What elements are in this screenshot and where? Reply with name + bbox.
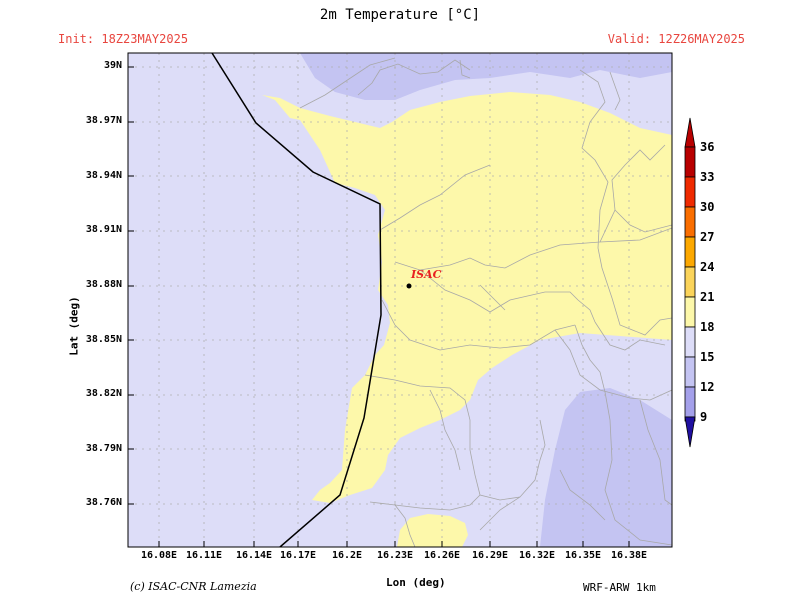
colorbar-cell xyxy=(684,296,696,328)
colorbar-cell xyxy=(684,146,696,178)
road-line xyxy=(574,324,606,393)
lon-tick-label: 16.32E xyxy=(518,550,556,561)
lat-tick-label: 38.85N xyxy=(85,334,122,345)
road-line xyxy=(419,269,596,323)
map-title: 2m Temperature [°C] xyxy=(319,7,481,23)
colorbar-label: 36 xyxy=(700,140,715,154)
lon-tick-label: 16.17E xyxy=(279,550,317,561)
colorbar-cell xyxy=(684,326,696,358)
road-line xyxy=(554,329,672,401)
temp-band-15-18 xyxy=(300,53,672,100)
isac-station-marker xyxy=(406,283,412,289)
road-line xyxy=(609,71,621,111)
lat-tick-label: 38.88N xyxy=(85,279,122,290)
colorbar-label: 27 xyxy=(700,230,715,244)
road-line xyxy=(429,389,461,471)
map-frame xyxy=(127,52,673,548)
credit-text: (c) ISAC-CNR Lamezia xyxy=(130,580,257,593)
road-line xyxy=(364,374,521,501)
temp-band-21-24 xyxy=(397,514,468,547)
colorbar-label: 30 xyxy=(700,200,715,214)
road-line xyxy=(379,164,491,231)
lon-tick-label: 16.11E xyxy=(185,550,223,561)
colorbar-label: 15 xyxy=(700,350,715,364)
colorbar xyxy=(684,117,696,448)
lon-tick-label: 16.26E xyxy=(423,550,461,561)
colorbar-cell xyxy=(684,416,696,448)
road-line xyxy=(369,494,481,511)
colorbar-label: 18 xyxy=(700,320,715,334)
road-line xyxy=(479,419,546,531)
road-line xyxy=(357,59,471,96)
colorbar-cell xyxy=(684,236,696,268)
road-line xyxy=(394,227,672,271)
model-label: WRF-ARW 1km xyxy=(583,581,656,594)
coastline xyxy=(211,53,382,547)
colorbar-label: 33 xyxy=(700,170,715,184)
lon-tick-label: 16.14E xyxy=(235,550,273,561)
lat-tick-label: 38.94N xyxy=(85,170,122,181)
road-line xyxy=(594,321,666,351)
lat-tick-label: 38.76N xyxy=(85,497,122,508)
road-line xyxy=(394,504,416,547)
lat-tick-label: 39N xyxy=(103,60,122,71)
isac-station-label: ISAC xyxy=(411,268,442,281)
colorbar-cell xyxy=(684,356,696,388)
road-line xyxy=(614,209,672,233)
lon-tick-label: 16.2E xyxy=(331,550,363,561)
road-line xyxy=(579,69,672,336)
road-line xyxy=(299,57,396,109)
temp-band-21-24 xyxy=(262,92,672,503)
colorbar-cell xyxy=(684,206,696,238)
x-axis-label: Lon (deg) xyxy=(386,576,446,589)
road-line xyxy=(604,391,672,546)
road-line xyxy=(479,284,506,311)
lon-tick-label: 16.38E xyxy=(610,550,648,561)
road-line xyxy=(459,59,471,79)
init-time: Init: 18Z23MAY2025 xyxy=(58,32,189,46)
lon-tick-label: 16.35E xyxy=(564,550,602,561)
colorbar-cell xyxy=(684,386,696,418)
road-line xyxy=(559,469,606,521)
lat-tick-label: 38.91N xyxy=(85,224,122,235)
lat-tick-label: 38.97N xyxy=(85,115,122,126)
temp-band-15-18 xyxy=(540,388,672,547)
lat-tick-label: 38.79N xyxy=(85,443,122,454)
colorbar-cell xyxy=(684,266,696,298)
colorbar-cell xyxy=(684,176,696,208)
colorbar-label: 21 xyxy=(700,290,715,304)
valid-time: Valid: 12Z26MAY2025 xyxy=(607,32,745,46)
colorbar-label: 9 xyxy=(700,410,708,424)
lon-tick-label: 16.23E xyxy=(376,550,414,561)
colorbar-label: 24 xyxy=(700,260,715,274)
lon-tick-label: 16.29E xyxy=(471,550,509,561)
colorbar-label: 12 xyxy=(700,380,715,394)
colorbar-cell xyxy=(684,117,696,148)
lat-tick-label: 38.82N xyxy=(85,388,122,399)
road-line xyxy=(381,299,576,351)
lon-tick-label: 16.08E xyxy=(140,550,178,561)
road-line xyxy=(639,399,672,506)
